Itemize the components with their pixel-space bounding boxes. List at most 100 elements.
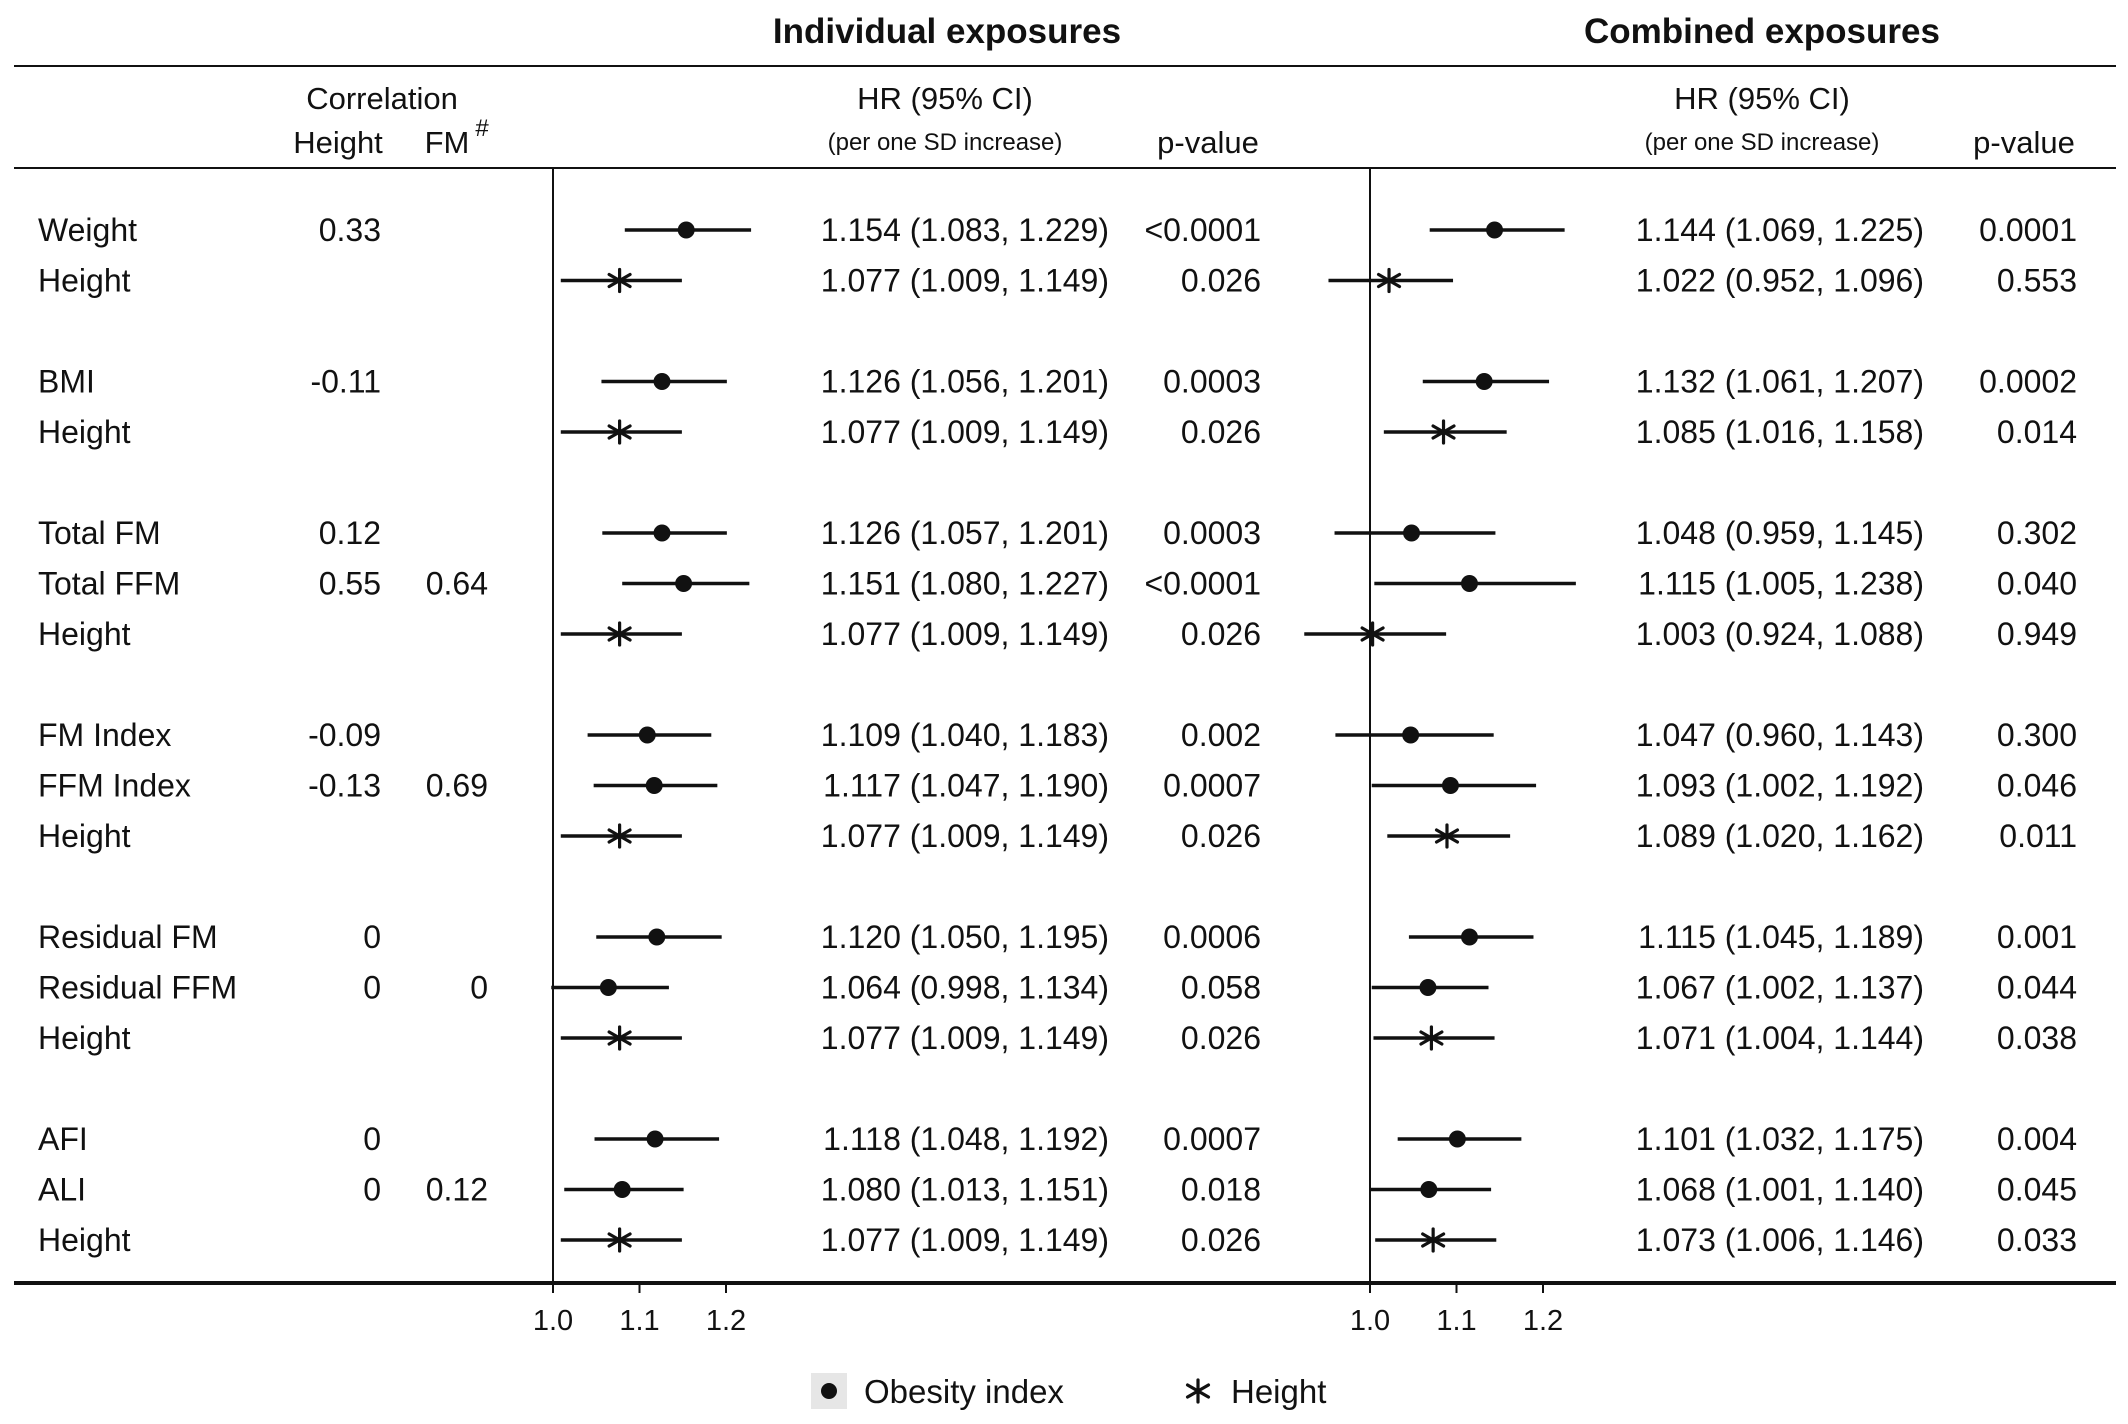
ind-hr-text: 1.109 (1.040, 1.183) [821,717,1109,753]
correlation-header: Correlation [306,81,458,116]
comb-hr-subheader: (per one SD increase) [1645,129,1880,156]
table-row: Height 1.077 (1.009, 1.149) 0.026 1.022 (0.… [38,263,2077,299]
corr-height-header: Height [293,125,383,160]
comb-hr-asterisk [1421,1227,1446,1253]
row-label: Height [38,1222,131,1258]
comb-hr-dot [1403,524,1421,542]
row-label: Weight [38,212,137,248]
table-row: Weight 0.33 1.154 (1.083, 1.229) <0.0001 1.1… [38,212,2077,248]
comb-hr-dot [1486,221,1504,239]
ind-hr-text: 1.154 (1.083, 1.229) [821,212,1109,248]
corr-height-value: -0.09 [308,717,381,753]
comb-pvalue: 0.014 [1997,414,2077,450]
corr-height-value: -0.13 [308,768,381,804]
ind-hr-dot [653,524,671,542]
ind-hr-text: 1.077 (1.009, 1.149) [821,414,1109,450]
comb-pvalue: 0.046 [1997,768,2077,804]
ind-pvalue: 0.026 [1181,1020,1261,1056]
ind-hr-asterisk [607,267,632,294]
legend-obesity-label: Obesity index [864,1373,1064,1410]
ind-tick-label: 1.0 [533,1305,573,1337]
comb-tick-label: 1.1 [1436,1305,1476,1337]
ind-hr-text: 1.077 (1.009, 1.149) [821,818,1109,854]
table-row: ALI 0 0.12 1.080 (1.013, 1.151) 0.018 1.068 (… [38,1172,2077,1208]
ind-hr-text: 1.077 (1.009, 1.149) [821,1020,1109,1056]
individual-exposures-title: Individual exposures [773,12,1121,51]
ind-hr-text: 1.126 (1.056, 1.201) [821,364,1109,400]
forest-rows: Weight 0.33 1.154 (1.083, 1.229) <0.0001 1.1… [38,212,2077,1258]
comb-hr-dot [1420,1181,1438,1198]
comb-hr-text: 1.101 (1.032, 1.175) [1636,1121,1924,1157]
ind-hr-text: 1.077 (1.009, 1.149) [821,616,1109,652]
axis-ticks: 1.0 1.1 1.2 1.0 1.1 1.2 [533,1283,1563,1337]
ind-hr-dot [675,575,693,592]
row-label: Height [38,414,131,450]
comb-hr-text: 1.068 (1.001, 1.140) [1636,1172,1924,1208]
row-label: BMI [38,364,95,400]
table-row: Height 1.077 (1.009, 1.149) 0.026 1.089 (1.… [38,818,2077,854]
ind-hr-dot [638,726,656,744]
comb-hr-dot [1419,979,1437,996]
table-row: FFM Index -0.13 0.69 1.117 (1.047, 1.190) 0.… [38,768,2077,804]
ind-hr-text: 1.118 (1.048, 1.192) [823,1121,1109,1157]
ind-pvalue: 0.026 [1181,616,1261,652]
row-label: FFM Index [38,768,191,804]
corr-fm-value: 0.69 [426,768,488,804]
ind-hr-dot [646,1130,664,1148]
ind-hr-dot [648,928,666,946]
table-row: FM Index -0.09 1.109 (1.040, 1.183) 0.002 1.… [38,717,2077,753]
ind-hr-text: 1.151 (1.080, 1.227) [821,566,1109,602]
comb-pvalue: 0.004 [1997,1121,2077,1157]
ind-hr-asterisk [607,1227,632,1253]
row-label: AFI [38,1121,88,1157]
table-row: Total FFM 0.55 0.64 1.151 (1.080, 1.227) <0.… [38,566,2077,602]
comb-hr-dot [1402,726,1420,744]
ind-hr-subheader: (per one SD increase) [828,129,1063,156]
comb-tick-label: 1.2 [1523,1305,1563,1337]
row-label: Height [38,616,131,652]
ind-hr-dot [645,777,663,794]
corr-fm-value: 0.64 [426,566,488,602]
comb-hr-asterisk [1376,267,1402,294]
comb-pvalue: 0.045 [1997,1172,2077,1208]
comb-pvalue: 0.011 [1999,818,2077,854]
comb-hr-text: 1.022 (0.952, 1.096) [1636,263,1924,299]
comb-hr-asterisk [1360,621,1385,647]
ind-hr-asterisk [607,621,632,647]
comb-hr-text: 1.071 (1.004, 1.144) [1636,1020,1924,1056]
table-row: Height 1.077 (1.009, 1.149) 0.026 1.003 (0.… [38,616,2077,652]
ind-hr-text: 1.077 (1.009, 1.149) [821,1222,1109,1258]
comb-pvalue: 0.300 [1997,717,2077,753]
comb-pvalue: 0.044 [1997,970,2077,1006]
ind-hr-text: 1.077 (1.009, 1.149) [821,263,1109,299]
comb-hr-header: HR (95% CI) [1674,81,1850,116]
legend-dot-marker [821,1383,837,1399]
ind-pvalue: 0.026 [1181,263,1261,299]
row-label: Height [38,1020,131,1056]
comb-hr-text: 1.093 (1.002, 1.192) [1636,768,1924,804]
corr-height-value: 0 [363,919,381,955]
ind-hr-asterisk [607,1025,632,1051]
comb-hr-text: 1.085 (1.016, 1.158) [1636,414,1924,450]
ind-pvalue: 0.018 [1181,1172,1261,1208]
row-label: Residual FFM [38,970,237,1006]
row-label: Residual FM [38,919,218,955]
ind-pvalue: 0.026 [1181,818,1261,854]
corr-fm-value: 0 [470,970,488,1006]
comb-pvalue: 0.0001 [1979,212,2077,248]
combined-exposures-title: Combined exposures [1584,12,1940,51]
ind-hr-dot [677,221,695,239]
comb-pvalue: 0.0002 [1979,364,2077,400]
comb-hr-dot [1448,1130,1466,1148]
corr-height-value: 0.33 [319,212,381,248]
row-label: ALI [38,1172,86,1208]
comb-hr-text: 1.003 (0.924, 1.088) [1636,616,1924,652]
comb-hr-dot [1475,373,1493,390]
corr-height-value: -0.11 [310,364,381,400]
comb-pvalue: 0.040 [1997,566,2077,602]
ind-pvalue: <0.0001 [1144,212,1261,248]
comb-hr-text: 1.048 (0.959, 1.145) [1636,515,1924,551]
legend: Obesity index Height [811,1373,1326,1410]
comb-hr-dot [1441,777,1459,794]
